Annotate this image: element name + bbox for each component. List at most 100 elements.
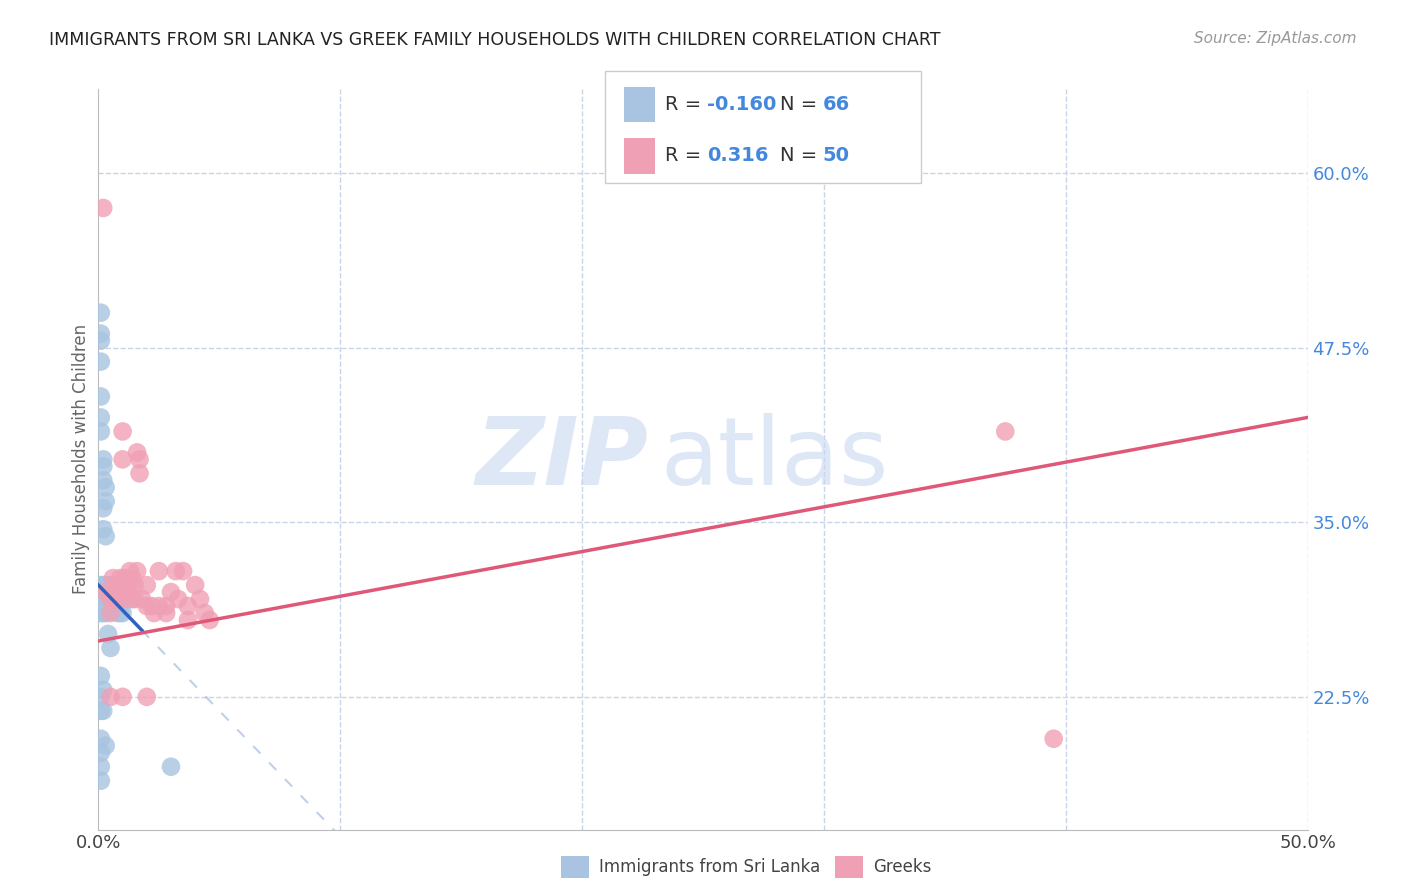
Point [124, 592, 146, 607]
Point [90, 306, 112, 320]
Point [91, 473, 114, 487]
Point [97, 599, 120, 613]
Point [94, 585, 117, 599]
Point [198, 613, 221, 627]
Point [91, 578, 114, 592]
Point [100, 592, 122, 607]
Point [91, 606, 114, 620]
Point [111, 690, 134, 704]
Point [128, 452, 150, 467]
Point [141, 599, 163, 613]
Point [160, 585, 183, 599]
Point [94, 529, 117, 543]
Text: IMMIGRANTS FROM SRI LANKA VS GREEK FAMILY HOUSEHOLDS WITH CHILDREN CORRELATION C: IMMIGRANTS FROM SRI LANKA VS GREEK FAMIL… [49, 31, 941, 49]
Point [117, 592, 139, 607]
Point [90, 704, 112, 718]
Point [131, 592, 153, 607]
Text: -0.160: -0.160 [707, 95, 776, 114]
Point [90, 585, 112, 599]
Point [148, 599, 170, 613]
Point [94, 592, 117, 607]
Point [90, 760, 112, 774]
Point [94, 494, 117, 508]
Point [97, 578, 120, 592]
Point [128, 467, 150, 481]
Text: Source: ZipAtlas.com: Source: ZipAtlas.com [1194, 31, 1357, 46]
Point [91, 452, 114, 467]
Point [167, 592, 190, 607]
Point [104, 599, 127, 613]
Point [94, 578, 117, 592]
Point [100, 585, 122, 599]
Point [101, 571, 124, 585]
Point [124, 578, 146, 592]
Point [90, 578, 112, 592]
Text: Greeks: Greeks [873, 858, 932, 876]
Text: N =: N = [780, 95, 824, 114]
Point [118, 564, 141, 578]
Point [90, 746, 112, 760]
Point [1042, 731, 1064, 746]
Point [94, 599, 117, 613]
Point [114, 571, 136, 585]
Point [90, 592, 112, 607]
Point [94, 480, 117, 494]
Point [91, 522, 114, 536]
Text: 0.316: 0.316 [707, 146, 769, 165]
Point [94, 585, 117, 599]
Point [100, 640, 122, 655]
Point [121, 571, 143, 585]
Point [135, 578, 157, 592]
Point [160, 760, 183, 774]
Point [127, 564, 149, 578]
Text: R =: R = [665, 95, 707, 114]
Point [100, 599, 122, 613]
Y-axis label: Family Households with Children: Family Households with Children [72, 325, 90, 594]
Point [127, 445, 149, 459]
Point [111, 606, 134, 620]
Point [91, 599, 114, 613]
Point [100, 690, 122, 704]
Point [94, 739, 117, 753]
Point [107, 592, 129, 607]
Point [90, 390, 112, 404]
Point [118, 578, 141, 592]
Point [90, 690, 112, 704]
Point [107, 592, 129, 607]
Text: R =: R = [665, 146, 707, 165]
Point [107, 606, 129, 620]
Point [177, 613, 200, 627]
Point [143, 606, 166, 620]
Point [97, 585, 120, 599]
Point [172, 564, 194, 578]
Point [104, 578, 127, 592]
Point [108, 606, 131, 620]
Text: atlas: atlas [661, 413, 889, 506]
Point [91, 704, 114, 718]
Text: 66: 66 [823, 95, 849, 114]
Point [94, 606, 117, 620]
Point [104, 592, 127, 607]
Point [91, 201, 114, 215]
Point [111, 425, 134, 439]
Point [111, 452, 134, 467]
Point [90, 773, 112, 788]
Point [107, 578, 129, 592]
Point [121, 592, 143, 607]
Point [97, 627, 120, 641]
Point [90, 669, 112, 683]
Point [91, 682, 114, 697]
Point [90, 326, 112, 341]
Point [108, 585, 131, 599]
Point [90, 354, 112, 368]
Point [108, 571, 131, 585]
Point [108, 592, 131, 607]
Point [118, 592, 141, 607]
Point [994, 425, 1017, 439]
Point [91, 585, 114, 599]
Point [135, 690, 157, 704]
Point [188, 592, 211, 607]
Point [111, 592, 134, 607]
Point [100, 606, 122, 620]
Point [90, 606, 112, 620]
